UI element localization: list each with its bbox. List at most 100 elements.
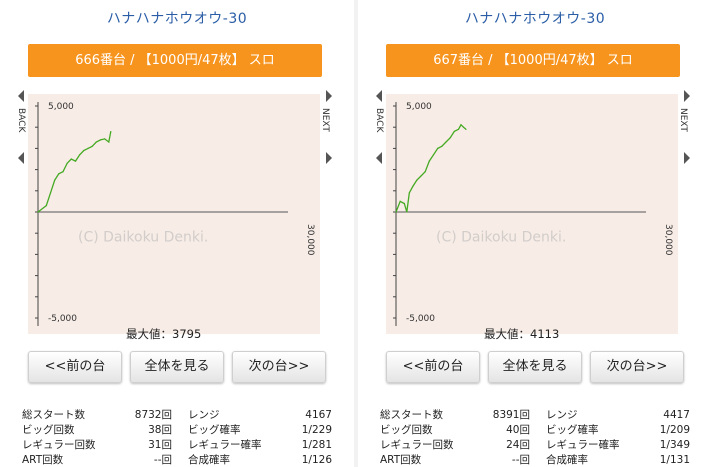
stat-value: 38回 <box>148 424 172 436</box>
data-point <box>62 171 64 173</box>
back-label: BACK <box>374 108 384 133</box>
data-point <box>99 139 102 141</box>
stat-value: 31回 <box>148 439 172 451</box>
stats-table: 総スタート数 8391回 レンジ 4417 ビッグ回数 40回 ビッグ確率 1/… <box>380 408 690 467</box>
next-arrow-icon <box>326 152 332 164</box>
next-label: NEXT <box>678 108 688 132</box>
data-point <box>58 173 60 175</box>
stat-value: --回 <box>511 454 530 466</box>
stat-label: レギュラー確率 <box>188 439 262 451</box>
stat-value: 1/209 <box>659 424 690 436</box>
data-point <box>420 175 422 177</box>
data-point <box>462 126 465 128</box>
slump-graph: BACK NEXT 5,000 -5,000 30,000 (C) Daikoku Den… <box>372 86 694 348</box>
stats-row: 総スタート数 8732回 レンジ 4167 <box>22 408 332 423</box>
data-point <box>412 185 414 188</box>
slump-line <box>395 123 467 213</box>
stat-value: 8391回 <box>492 409 530 421</box>
copyright-watermark: (C) Daikoku Denki. <box>78 230 208 246</box>
stats-row: 総スタート数 8391回 レンジ 4417 <box>380 408 690 423</box>
stat-label: ART回数 <box>380 454 422 466</box>
data-point <box>74 160 77 162</box>
stats-table: 総スタート数 8732回 レンジ 4167 ビッグ回数 38回 ビッグ確率 1/… <box>22 408 332 467</box>
back-arrow-icon <box>18 90 24 102</box>
stat-value: 1/229 <box>301 424 332 436</box>
stat-label: ビッグ確率 <box>188 424 241 436</box>
data-point <box>428 160 430 162</box>
x-tick-label: 30,000 <box>305 224 315 256</box>
stat-value: 40回 <box>506 424 530 436</box>
view-all-button[interactable]: 全体を見る <box>130 351 224 383</box>
back-arrow-icon <box>18 152 24 164</box>
copyright-watermark: (C) Daikoku Denki. <box>436 230 566 246</box>
stat-label: レギュラー回数 <box>22 439 96 451</box>
data-point <box>66 162 68 164</box>
stat-value: 8732回 <box>134 409 172 421</box>
data-point <box>406 211 408 213</box>
stat-value: 1/131 <box>659 454 690 466</box>
stat-label: ビッグ回数 <box>22 424 75 436</box>
x-tick-label: 30,000 <box>663 224 673 256</box>
y-tick-label-min: -5,000 <box>48 314 77 324</box>
prev-machine-button[interactable]: <<前の台 <box>28 351 122 383</box>
next-arrow-icon <box>326 90 332 102</box>
data-point <box>403 202 405 205</box>
back-label: BACK <box>16 108 26 133</box>
stats-row: レギュラー回数 24回 レギュラー確率 1/349 <box>380 438 690 453</box>
stat-label: レンジ <box>188 409 220 421</box>
data-point <box>465 128 467 130</box>
machine-panel-667: ハナハナホウオウ-30 667番台 / 【1000円/47枚】 スロ BACK N… <box>358 0 709 467</box>
prev-machine-button[interactable]: <<前の台 <box>386 351 480 383</box>
data-point <box>95 141 97 143</box>
data-point <box>49 192 52 194</box>
view-all-button[interactable]: 全体を見る <box>488 351 582 383</box>
next-machine-button[interactable]: 次の台>> <box>590 351 684 383</box>
machine-panel-666: ハナハナホウオウ-30 666番台 / 【1000円/47枚】 スロ BACK N… <box>0 0 354 467</box>
next-arrow-icon <box>684 152 690 164</box>
stat-value: 4417 <box>663 409 690 421</box>
stat-value: 1/349 <box>659 439 690 451</box>
stat-value: 1/126 <box>301 454 332 466</box>
stat-label: 合成確率 <box>546 454 588 466</box>
back-arrow-icon <box>376 152 382 164</box>
y-tick-label-min: -5,000 <box>406 314 435 324</box>
stat-label: レギュラー確率 <box>546 439 620 451</box>
stat-label: 総スタート数 <box>22 409 85 421</box>
max-value-label: 最大値：3795 <box>126 327 201 341</box>
data-point <box>432 154 435 156</box>
data-point <box>108 141 110 143</box>
data-point <box>54 179 56 181</box>
data-point <box>91 145 93 147</box>
page-title: ハナハナホウオウ-30 <box>106 11 248 27</box>
stats-row: ビッグ回数 40回 ビッグ確率 1/209 <box>380 423 690 438</box>
data-point <box>453 130 455 133</box>
plot-background <box>28 94 320 334</box>
stat-value: 1/281 <box>301 439 332 451</box>
stat-label: ART回数 <box>22 454 64 466</box>
data-point <box>457 128 460 130</box>
data-point <box>399 200 401 202</box>
data-point <box>408 192 410 194</box>
stats-row: ART回数 --回 合成確率 1/131 <box>380 453 690 467</box>
data-point <box>45 205 47 207</box>
stats-row: ビッグ回数 38回 ビッグ確率 1/229 <box>22 423 332 438</box>
data-point <box>437 147 439 149</box>
max-value-label: 最大値：4113 <box>484 327 559 341</box>
data-point <box>37 211 39 213</box>
data-point <box>70 158 72 160</box>
data-point <box>87 147 89 149</box>
stats-row: レギュラー回数 31回 レギュラー確率 1/281 <box>22 438 332 453</box>
data-point <box>460 124 462 126</box>
next-machine-button[interactable]: 次の台>> <box>232 351 326 383</box>
stat-label: レギュラー回数 <box>380 439 454 451</box>
stat-value: --回 <box>153 454 172 466</box>
data-point <box>104 138 106 140</box>
stat-value: 24回 <box>506 439 530 451</box>
data-point <box>79 154 81 156</box>
stat-label: 総スタート数 <box>380 409 443 421</box>
data-point <box>424 171 426 173</box>
data-point <box>416 179 418 181</box>
data-point <box>83 149 85 152</box>
data-point <box>395 211 397 213</box>
back-arrow-icon <box>376 90 382 102</box>
